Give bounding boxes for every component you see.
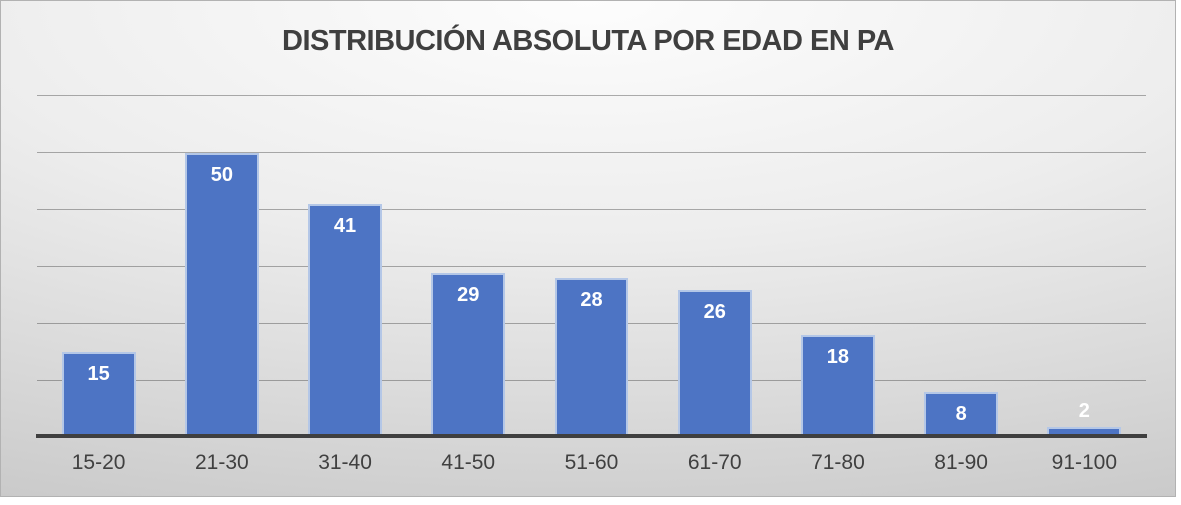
bar-value-label: 8: [955, 403, 967, 425]
x-tick-label: 91-100: [1051, 451, 1118, 474]
bar-value-label: 26: [703, 301, 726, 323]
bar-value-label: 29: [457, 284, 480, 306]
x-axis-line: [36, 434, 1147, 438]
x-tick-label: 51-60: [564, 451, 619, 474]
bar-slot-81-90: 8: [900, 96, 1023, 438]
x-tick-label: 41-50: [441, 451, 496, 474]
bar-value-label: 15: [87, 363, 110, 385]
bar-91-100: [1047, 427, 1122, 438]
x-tick-label: 15-20: [71, 451, 126, 474]
x-tick-label: 71-80: [811, 451, 865, 474]
bar-slot-71-80: 18: [776, 96, 899, 438]
chart-title: DISTRIBUCIÓN ABSOLUTA POR EDAD EN PA: [282, 25, 894, 57]
bar-value-label: 50: [210, 164, 233, 186]
bar-slot-31-40: 41: [283, 96, 406, 438]
gridline: [37, 152, 1146, 153]
bar-31-40: [308, 204, 383, 438]
x-tick-label: 21-30: [194, 451, 249, 474]
x-tick-label: 31-40: [318, 451, 372, 474]
bar-81-90: [924, 392, 999, 438]
bar-value-label: 2: [1078, 400, 1090, 422]
bar-slot-15-20: 15: [37, 96, 160, 438]
bar-slot-51-60: 28: [530, 96, 653, 438]
bar-41-50: [431, 273, 506, 438]
bar-51-60: [554, 278, 629, 438]
plot-area: 15 50 41 29 28 26 18 8 2: [37, 95, 1146, 438]
bar-21-30: [184, 153, 259, 438]
bars-container: 15 50 41 29 28 26 18 8 2: [37, 96, 1146, 438]
bar-15-20: [61, 352, 136, 438]
chart-frame: DISTRIBUCIÓN ABSOLUTA POR EDAD EN PA 15 5…: [0, 0, 1176, 497]
bar-slot-91-100: 2: [1023, 96, 1146, 438]
x-tick-label: 61-70: [687, 451, 742, 474]
bar-slot-21-30: 50: [160, 96, 283, 438]
x-axis-tick-labels: 15-20 21-30 31-40 41-50 51-60 61-70 71-80 81-90…: [37, 451, 1146, 475]
bar-71-80: [800, 335, 875, 438]
bar-value-label: 28: [580, 289, 603, 311]
bar-slot-61-70: 26: [653, 96, 776, 438]
bar-value-label: 41: [333, 215, 357, 237]
bar-value-label: 18: [826, 346, 850, 368]
bar-slot-41-50: 29: [407, 96, 530, 438]
bar-61-70: [677, 290, 752, 438]
gridline: [37, 266, 1146, 267]
gridline: [37, 209, 1146, 210]
gridline: [37, 95, 1146, 96]
x-tick-label: 81-90: [934, 451, 988, 474]
